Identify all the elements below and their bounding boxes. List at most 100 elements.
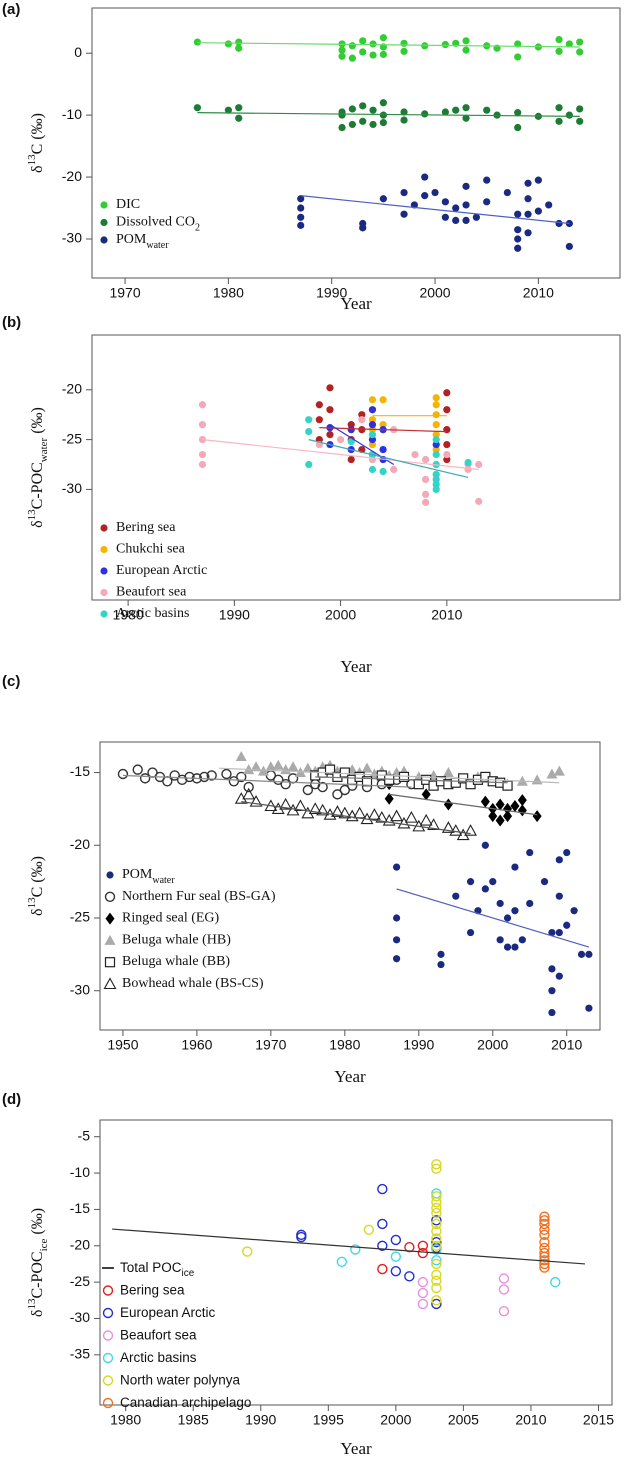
point (317, 781, 328, 793)
point (511, 863, 519, 871)
point (431, 1196, 442, 1208)
point (350, 1244, 361, 1255)
point (377, 1240, 388, 1251)
point (390, 1251, 402, 1262)
point (235, 44, 243, 52)
point (502, 780, 513, 791)
point (443, 450, 451, 459)
point (550, 1276, 561, 1288)
y-tick-label: -30 (70, 981, 90, 997)
legend-marker (103, 977, 117, 990)
legend-label: European Arctic (116, 563, 207, 578)
plot-frame (91, 334, 621, 601)
point (305, 460, 313, 469)
x-axis-label: Year (334, 1067, 366, 1086)
legend-label: Arctic basins (120, 1350, 197, 1365)
point (431, 1240, 442, 1251)
panel-label: (c) (2, 673, 20, 690)
point (576, 48, 584, 56)
point (441, 821, 455, 833)
point (563, 921, 571, 929)
point (379, 118, 387, 127)
point (466, 878, 475, 886)
panel: (c) 1950 1960 1970 1980 1990 2000 2010 -15 -20 -25… (2, 673, 601, 1086)
point (368, 396, 377, 404)
point (539, 1224, 550, 1235)
legend-marker (106, 871, 114, 879)
y-axis-label-part: C (‰) (29, 113, 46, 154)
point (432, 431, 440, 439)
point (442, 767, 454, 778)
point (481, 885, 489, 893)
point (359, 117, 367, 125)
legend-name: Arctic basins (116, 606, 189, 621)
legend-marker (102, 1330, 114, 1341)
point (555, 972, 563, 980)
point (198, 421, 207, 429)
point (250, 761, 262, 772)
legend-name: Beluga whale (HB) (122, 933, 231, 948)
point (400, 108, 408, 116)
x-tick-label: 1995 (313, 1412, 344, 1428)
point (452, 892, 460, 900)
point (462, 114, 470, 122)
trend-line (389, 793, 538, 816)
point (441, 198, 449, 206)
y-tick-label: -15 (70, 1200, 90, 1216)
y-axis-label-part: 13 (26, 1298, 38, 1310)
point (272, 759, 284, 770)
x-tick-label: 1985 (178, 1412, 209, 1428)
point (483, 198, 491, 206)
point (432, 440, 440, 449)
point (488, 810, 498, 823)
legend-marker (102, 1307, 114, 1319)
point (431, 1202, 442, 1214)
point (464, 824, 477, 836)
point (297, 213, 305, 221)
plot-frame (99, 741, 601, 1031)
point (404, 1242, 415, 1253)
point (421, 455, 430, 464)
legend-label: Beluga whale (BB) (122, 954, 230, 969)
y-tick-label: -25 (70, 909, 90, 925)
y-tick-label: -20 (62, 380, 82, 396)
point (555, 219, 563, 228)
point (563, 848, 571, 857)
legend-marker (104, 957, 116, 968)
point (421, 788, 431, 801)
point (480, 795, 490, 808)
point (369, 120, 377, 129)
point (228, 776, 240, 787)
point (400, 210, 408, 218)
point (464, 458, 472, 467)
legend-name: Beaufort sea (120, 1327, 197, 1342)
y-axis-label-part: 13 (26, 897, 38, 909)
legend-label: European Arctic (120, 1305, 216, 1320)
y-axis-label-part: water (38, 437, 50, 462)
point (193, 104, 201, 112)
point (390, 1234, 402, 1246)
point (199, 771, 210, 783)
point (379, 421, 387, 429)
point (431, 1244, 442, 1255)
point (431, 1226, 442, 1237)
point (417, 1298, 429, 1310)
point (339, 784, 351, 796)
point (576, 38, 584, 46)
point (296, 1231, 307, 1243)
point (431, 1258, 442, 1270)
point (404, 1271, 415, 1282)
legend-marker (104, 891, 116, 902)
legend-name: Canadian archipelago (120, 1395, 251, 1410)
point (384, 792, 394, 805)
point (462, 201, 470, 209)
point (132, 764, 143, 775)
legend-name: European Arctic (116, 563, 207, 578)
point (576, 117, 584, 125)
point (524, 179, 532, 187)
legend-marker (100, 567, 108, 575)
point (368, 436, 377, 444)
point (297, 195, 305, 203)
legend-marker (100, 588, 108, 597)
